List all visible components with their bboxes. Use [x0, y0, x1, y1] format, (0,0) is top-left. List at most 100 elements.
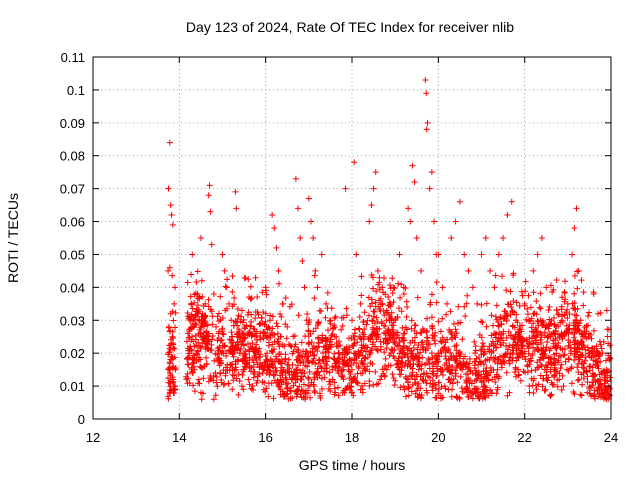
data-point	[569, 251, 576, 258]
data-point	[322, 353, 329, 360]
data-point	[601, 380, 608, 387]
data-point	[565, 356, 572, 363]
data-point	[363, 321, 370, 328]
data-point	[561, 290, 568, 297]
data-point	[361, 309, 368, 316]
data-point	[565, 337, 572, 344]
data-point	[555, 311, 562, 318]
data-point	[335, 349, 342, 356]
data-point	[333, 333, 340, 340]
data-point	[523, 316, 530, 323]
data-point	[340, 376, 347, 383]
data-point	[423, 370, 430, 377]
data-point	[299, 258, 306, 265]
data-point	[431, 218, 438, 225]
data-point	[389, 275, 396, 282]
data-point	[585, 313, 592, 320]
data-point	[496, 353, 503, 360]
data-point	[505, 301, 512, 308]
data-point	[558, 387, 565, 393]
data-point	[581, 324, 588, 331]
data-point	[439, 372, 446, 379]
data-point	[306, 316, 313, 323]
data-point	[525, 350, 532, 357]
y-tick-label: 0.08	[60, 149, 85, 164]
data-point	[194, 348, 201, 355]
data-point	[281, 393, 288, 400]
data-point	[591, 327, 598, 334]
data-point	[453, 347, 460, 354]
data-point	[315, 320, 322, 327]
data-point	[535, 381, 542, 388]
data-point	[277, 311, 284, 318]
x-tick-label: 18	[345, 430, 359, 445]
data-point	[254, 294, 261, 301]
data-point	[606, 354, 613, 361]
data-point	[364, 317, 371, 324]
data-point	[166, 360, 173, 367]
data-point	[293, 393, 300, 400]
data-point	[548, 360, 555, 367]
data-point	[478, 379, 485, 386]
data-point	[248, 385, 255, 392]
data-point	[463, 370, 470, 377]
data-point	[591, 393, 598, 400]
data-point	[542, 386, 549, 393]
y-tick-label: 0	[78, 412, 85, 427]
data-point	[447, 369, 454, 376]
data-point	[363, 348, 370, 355]
data-point	[285, 368, 292, 375]
data-point	[405, 392, 412, 399]
data-point	[379, 366, 386, 373]
data-point	[386, 352, 393, 359]
data-point	[454, 379, 461, 386]
data-point	[582, 346, 589, 353]
data-point	[331, 363, 338, 370]
data-point	[594, 348, 601, 355]
data-point	[305, 358, 312, 365]
data-point	[565, 367, 572, 374]
data-point	[548, 317, 555, 324]
data-point	[405, 357, 412, 364]
data-point	[442, 353, 449, 360]
data-point	[248, 318, 255, 325]
data-point	[355, 325, 362, 332]
data-point	[359, 329, 366, 336]
data-point	[466, 360, 473, 367]
data-point	[503, 343, 510, 350]
y-tick-label: 0.06	[60, 215, 85, 230]
data-point	[370, 339, 377, 346]
data-point	[506, 357, 513, 364]
data-point	[319, 349, 326, 356]
data-point	[452, 367, 459, 374]
data-point	[262, 310, 269, 317]
data-point	[387, 313, 394, 320]
data-point	[547, 366, 554, 373]
data-point	[240, 368, 247, 375]
data-point	[571, 290, 578, 297]
data-point	[254, 361, 261, 368]
data-point	[189, 251, 196, 258]
data-point	[339, 356, 346, 363]
data-point	[304, 353, 311, 360]
data-point	[235, 371, 242, 378]
data-point	[597, 341, 604, 348]
data-point	[281, 392, 288, 399]
data-point	[273, 379, 280, 386]
data-point	[487, 369, 494, 376]
data-point	[208, 241, 215, 248]
data-point	[312, 325, 319, 332]
data-point	[545, 306, 552, 313]
data-point	[381, 329, 388, 336]
data-point	[530, 375, 537, 382]
data-point	[419, 354, 426, 361]
data-point	[305, 341, 312, 348]
data-point	[343, 305, 350, 312]
data-point	[170, 345, 177, 352]
data-point	[200, 336, 207, 343]
data-point	[579, 360, 586, 367]
data-point	[249, 339, 256, 346]
data-point	[171, 300, 178, 307]
data-point	[524, 311, 531, 318]
data-point	[280, 366, 287, 373]
